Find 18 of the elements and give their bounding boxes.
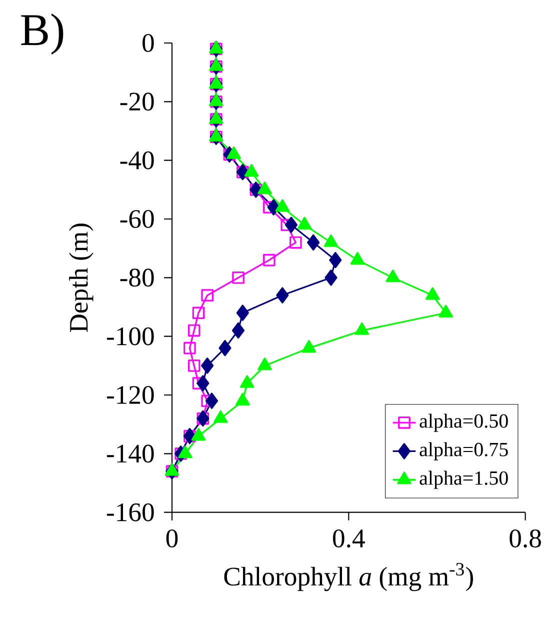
- x-tick-label: 0.8: [510, 529, 541, 548]
- y-tick-label: -20: [120, 92, 154, 111]
- y-tick-label: -60: [120, 210, 154, 228]
- y-tick-label: -80: [120, 268, 154, 287]
- y-tick-label: -120: [106, 386, 154, 404]
- y-tick-label: -160: [106, 503, 154, 522]
- y-tick-label: 0: [142, 34, 154, 52]
- text: B): [21, 13, 64, 55]
- legend-label: alpha=1.50: [420, 470, 508, 489]
- y-tick-label: -40: [120, 151, 154, 170]
- x-axis-title: Chlorophyll a (mg m$^{-3}$): [224, 562, 473, 592]
- y-axis-title: Depth (m): [69, 224, 94, 332]
- x-tick-label: 0.4: [333, 529, 365, 548]
- y-tick-label: -140: [106, 444, 154, 463]
- y-tick-label: -100: [106, 327, 154, 346]
- x-tick-label: 0: [166, 529, 178, 548]
- legend-label: alpha=0.75: [420, 442, 508, 460]
- legend-label: alpha=0.50: [420, 414, 508, 432]
